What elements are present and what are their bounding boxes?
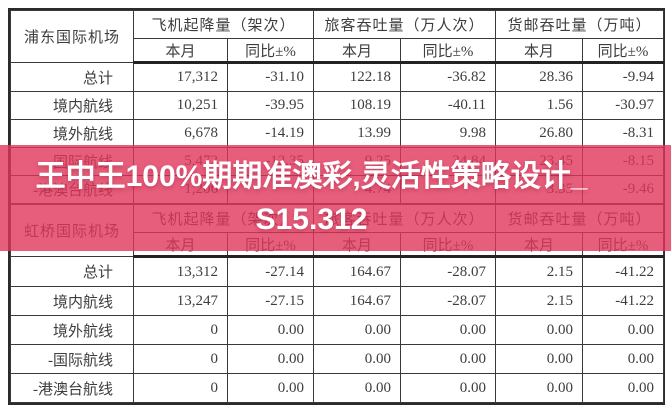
cell-value: -31.10 xyxy=(226,62,315,92)
cell-value: 164.67 xyxy=(313,256,402,287)
cell-value: -36.82 xyxy=(400,62,497,92)
table-row-international: -国际航线 0 0.00 0.00 0.00 0.00 0.00 xyxy=(10,344,665,374)
row-label: 境内航线 xyxy=(10,286,134,316)
promo-banner-line2: S15.312 xyxy=(255,203,368,236)
cell-value: 13.99 xyxy=(313,119,402,148)
cell-value: 122.18 xyxy=(313,62,402,92)
cell-value: -27.15 xyxy=(226,286,315,316)
row-label: 境外航线 xyxy=(10,119,134,148)
subheader: 本月 xyxy=(495,38,584,64)
cell-value: 1.56 xyxy=(495,91,584,120)
column-group-flights: 飞机起降量（架次） xyxy=(132,10,315,39)
cell-value: 0.00 xyxy=(582,315,665,345)
cell-value: -27.14 xyxy=(226,256,315,287)
cell-value: -41.22 xyxy=(582,256,665,287)
subheader: 同比±% xyxy=(400,38,497,64)
cell-value: 2.15 xyxy=(495,286,584,316)
table-row-domestic: 境内航线 13,247 -27.15 164.67 -28.07 2.15 -4… xyxy=(10,286,665,316)
row-label: 总计 xyxy=(10,256,134,287)
subheader: 本月 xyxy=(133,38,228,64)
cell-value: 0.00 xyxy=(313,315,402,345)
cell-value: -39.95 xyxy=(226,91,315,120)
subheader: 同比±% xyxy=(582,38,665,64)
header-sub-row: 本月 同比±% 本月 同比±% 本月 同比±% xyxy=(11,38,665,64)
row-label: 境内航线 xyxy=(10,91,134,120)
cell-value: -41.22 xyxy=(582,286,665,316)
promo-banner-line1: 王中王100%期期准澳彩,灵活性策略设计_ xyxy=(35,160,588,193)
cell-value: 0 xyxy=(133,373,228,403)
subheader: 本月 xyxy=(313,38,402,64)
row-label: 总计 xyxy=(10,62,134,92)
cell-value: 13,312 xyxy=(133,256,228,287)
cell-value: 0.00 xyxy=(582,373,665,403)
cell-value: -28.07 xyxy=(400,256,497,287)
cell-value: -30.97 xyxy=(582,91,665,120)
cell-value: 10,251 xyxy=(133,91,228,120)
cell-value: 0.00 xyxy=(582,344,665,374)
cell-value: 0 xyxy=(133,315,228,345)
row-label: 境外航线 xyxy=(10,315,134,345)
cell-value: 0.00 xyxy=(495,373,584,403)
cell-value: 6,678 xyxy=(133,119,228,148)
cell-value: 108.19 xyxy=(313,91,402,120)
table-row-domestic: 境内航线 10,251 -39.95 108.19 -40.11 1.56 -3… xyxy=(10,91,665,120)
cell-value: 0.00 xyxy=(313,344,402,374)
cell-value: 0.00 xyxy=(226,315,315,345)
table-row-overseas: 境外航线 6,678 -14.19 13.99 9.98 26.80 -8.31 xyxy=(10,119,665,148)
cell-value: 0.00 xyxy=(495,344,584,374)
cell-value: 2.15 xyxy=(495,256,584,287)
table-row-total: 总计 13,312 -27.14 164.67 -28.07 2.15 -41.… xyxy=(10,256,665,287)
table-row-total: 总计 17,312 -31.10 122.18 -36.82 28.36 -9.… xyxy=(10,62,665,92)
cell-value: 17,312 xyxy=(133,62,228,92)
row-label: -国际航线 xyxy=(10,344,134,374)
cell-value: 9.98 xyxy=(400,119,497,148)
cell-value: -28.07 xyxy=(400,286,497,316)
table-row-overseas: 境外航线 0 0.00 0.00 0.00 0.00 0.00 xyxy=(10,315,665,345)
cell-value: -9.94 xyxy=(582,62,665,92)
cell-value: -14.19 xyxy=(226,119,315,148)
row-label: -港澳台航线 xyxy=(10,373,134,403)
column-group-passengers: 旅客吞吐量（万人次） xyxy=(313,10,497,39)
cell-value: 0.00 xyxy=(400,315,497,345)
cell-value: 0.00 xyxy=(400,373,497,403)
cell-value: 164.67 xyxy=(313,286,402,316)
column-group-cargo: 货邮吞吐量（万吨） xyxy=(495,10,665,39)
cell-value: 0.00 xyxy=(495,315,584,345)
table-row-hk-macao-taiwan: -港澳台航线 0 0.00 0.00 0.00 0.00 0.00 xyxy=(10,373,665,403)
cell-value: 0.00 xyxy=(313,373,402,403)
cell-value: -40.11 xyxy=(400,91,497,120)
cell-value: 0 xyxy=(133,344,228,374)
cell-value: 0.00 xyxy=(226,373,315,403)
promo-banner-overlay: 王中王100%期期准澳彩,灵活性策略设计_ S15.312 xyxy=(0,145,671,251)
cell-value: 13,247 xyxy=(133,286,228,316)
cell-value: 26.80 xyxy=(495,119,584,148)
header-group-row: 浦东国际机场 飞机起降量（架次） 旅客吞吐量（万人次） 货邮吞吐量（万吨） xyxy=(10,10,665,63)
cell-value: 0.00 xyxy=(226,344,315,374)
cell-value: 28.36 xyxy=(495,62,584,92)
airport-name: 浦东国际机场 xyxy=(10,10,134,63)
subheader: 同比±% xyxy=(226,38,315,64)
cell-value: 0.00 xyxy=(400,344,497,374)
cell-value: -8.31 xyxy=(582,119,665,148)
